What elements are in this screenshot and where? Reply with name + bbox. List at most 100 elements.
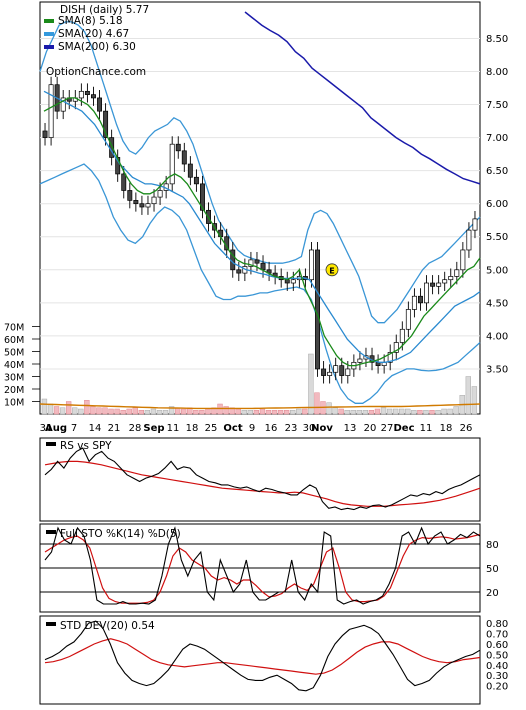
price-axis-tick: 7.50 bbox=[486, 100, 508, 111]
volume-bar bbox=[126, 408, 132, 415]
price-axis-tick: 8.50 bbox=[486, 34, 508, 45]
stddev-panel-frame bbox=[39, 615, 481, 705]
volume-bar bbox=[326, 402, 332, 415]
x-axis-tick: 18 bbox=[440, 423, 453, 434]
volume-bar bbox=[314, 392, 320, 415]
candle-body bbox=[236, 269, 242, 274]
sma200-line bbox=[244, 11, 481, 185]
volume-bar bbox=[332, 407, 338, 415]
volume-bar bbox=[96, 407, 102, 415]
volume-bar bbox=[265, 410, 272, 415]
rs-average-line bbox=[44, 460, 481, 507]
candle-body bbox=[260, 262, 266, 271]
stochastic-axis-tick: 20 bbox=[486, 588, 499, 599]
candle-body bbox=[127, 190, 133, 201]
legend-label: SMA(200) 6.30 bbox=[58, 41, 136, 53]
candle-body bbox=[121, 173, 127, 191]
volume-bar bbox=[411, 410, 417, 415]
candle-body bbox=[97, 97, 102, 112]
volume-bar bbox=[235, 408, 241, 415]
volume-bar bbox=[108, 408, 114, 415]
volume-bar bbox=[308, 353, 314, 415]
volume-bar bbox=[150, 408, 157, 415]
stochastic-k-line bbox=[44, 526, 481, 605]
volume-bar bbox=[205, 408, 211, 415]
volume-bar bbox=[181, 408, 187, 415]
volume-bar bbox=[465, 376, 471, 415]
volume-bar bbox=[386, 408, 393, 415]
stddev-legend-label: STD DEV(20) 0.54 bbox=[60, 620, 155, 632]
x-axis-tick: 31 bbox=[40, 423, 53, 434]
earnings-marker-label: E bbox=[329, 266, 334, 275]
volume-bar bbox=[429, 410, 435, 415]
candle-body bbox=[254, 259, 260, 264]
volume-bar bbox=[356, 410, 362, 415]
candle-body bbox=[48, 84, 54, 138]
volume-bar bbox=[72, 407, 78, 415]
stochastic-axis-tick: 80 bbox=[486, 540, 499, 551]
x-axis-tick: Dec bbox=[393, 423, 414, 434]
candle-body bbox=[466, 229, 472, 251]
x-axis-tick: 20 bbox=[364, 423, 377, 434]
volume-bar bbox=[338, 408, 344, 415]
volume-bar bbox=[344, 410, 350, 415]
price-axis-tick: 4.50 bbox=[486, 298, 508, 309]
candle-body bbox=[200, 183, 205, 211]
volume-bar bbox=[114, 408, 120, 415]
candle-body bbox=[133, 200, 139, 205]
candle-body bbox=[472, 218, 478, 231]
volume-bar bbox=[441, 408, 447, 415]
x-axis-tick: 27 bbox=[381, 423, 394, 434]
candle-body bbox=[91, 94, 96, 99]
watermark-text: OptionChance.com bbox=[46, 66, 146, 78]
price-axis-tick: 4.00 bbox=[486, 331, 508, 342]
price-axis-tick: 5.00 bbox=[486, 265, 508, 276]
x-axis-tick: Oct bbox=[223, 423, 242, 434]
x-axis-tick: 14 bbox=[89, 423, 102, 434]
volume-bar bbox=[290, 410, 296, 415]
volume-bar bbox=[283, 410, 290, 415]
candle-body bbox=[418, 295, 423, 304]
volume-bar bbox=[144, 410, 151, 415]
volume-bar bbox=[78, 408, 84, 415]
x-axis-tick: 11 bbox=[167, 423, 180, 434]
candle-body bbox=[42, 130, 48, 138]
volume-bar bbox=[199, 410, 205, 415]
x-axis-tick: 21 bbox=[108, 423, 121, 434]
volume-bar bbox=[65, 401, 72, 415]
x-axis-tick: 25 bbox=[205, 423, 218, 434]
x-axis-tick: 23 bbox=[285, 423, 298, 434]
candle-body bbox=[460, 249, 466, 271]
volume-axis-tick: 10M bbox=[4, 398, 24, 409]
volume-bar bbox=[90, 406, 96, 415]
volume-bar bbox=[156, 410, 163, 415]
candle-body bbox=[151, 196, 157, 205]
candle-body bbox=[333, 365, 339, 373]
volume-bar bbox=[162, 410, 169, 415]
x-axis-tick: 18 bbox=[186, 423, 199, 434]
volume-bar bbox=[271, 410, 278, 415]
candle-body bbox=[357, 358, 363, 363]
price-title: DISH (daily) 5.77 bbox=[60, 4, 149, 16]
volume-bar bbox=[41, 398, 48, 415]
volume-bar bbox=[405, 408, 411, 415]
x-axis-tick: 28 bbox=[129, 423, 142, 434]
candle-body bbox=[345, 368, 351, 376]
candle-body bbox=[315, 249, 320, 370]
volume-bar bbox=[193, 410, 199, 415]
x-axis-tick: Aug bbox=[45, 423, 67, 434]
legend-swatch bbox=[46, 442, 56, 446]
price-axis-tick: 8.00 bbox=[486, 67, 508, 78]
volume-axis-tick: 20M bbox=[4, 385, 24, 396]
stddev-line bbox=[44, 620, 481, 692]
stochastic-legend-label: Full STO %K(14) %D(5) bbox=[60, 528, 181, 540]
candle-body bbox=[145, 203, 151, 208]
candle-body bbox=[436, 282, 442, 287]
candle-body bbox=[60, 97, 66, 112]
candle-body bbox=[399, 328, 405, 343]
volume-bar bbox=[380, 407, 387, 415]
candle-body bbox=[430, 282, 436, 287]
x-axis-tick: 11 bbox=[420, 423, 433, 434]
volume-axis-tick: 40M bbox=[4, 360, 24, 371]
candle-body bbox=[339, 365, 345, 376]
